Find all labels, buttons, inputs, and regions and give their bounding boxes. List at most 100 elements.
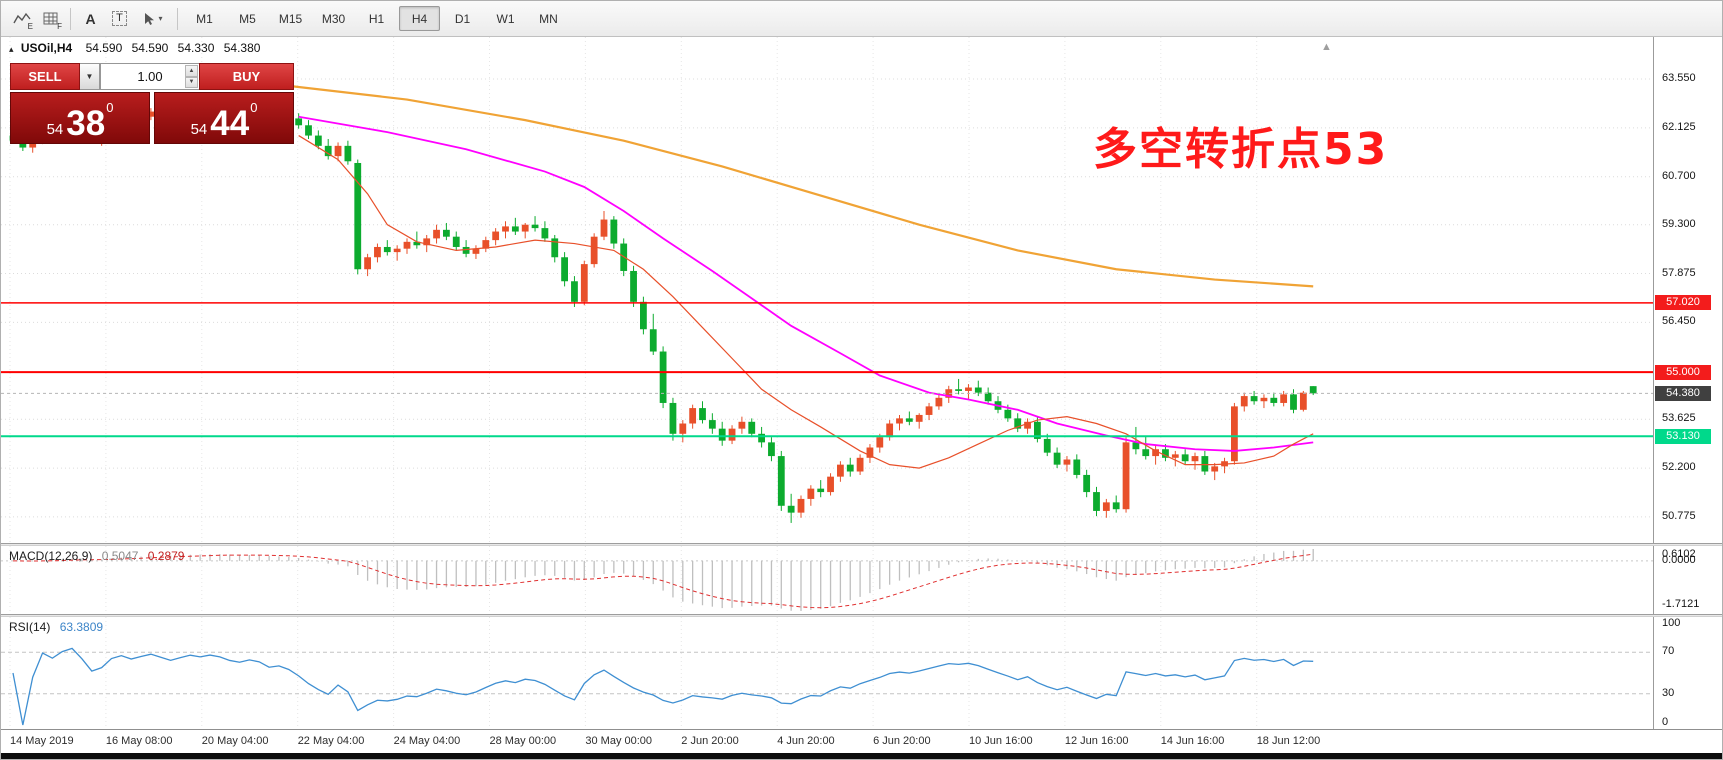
volume-stepper: ▲ ▼	[185, 65, 198, 88]
panel-divider[interactable]	[1, 614, 1722, 617]
time-axis-label: 14 Jun 16:00	[1160, 735, 1225, 747]
time-axis-label: 12 Jun 16:00	[1064, 735, 1129, 747]
ask-price-display[interactable]: 54 44 0	[154, 92, 294, 144]
timeframe-button-d1[interactable]: D1	[454, 11, 471, 26]
toolbar: E F A T ▾ M1 M5 M15 M30 H1 H4 D1 W1 MN	[1, 1, 1722, 37]
rsi-axis[interactable]: 100 70 30 0	[1653, 617, 1722, 729]
text-box-glyph: T	[112, 11, 127, 26]
text-label-glyph: A	[85, 10, 96, 27]
ma-mid-line[interactable]	[298, 115, 1314, 452]
price-tick-label: 56.450	[1662, 315, 1696, 328]
macd-histogram	[22, 549, 1314, 611]
macd-signal-value: 0.2879	[147, 549, 185, 563]
time-axis-label: 4 Jun 20:00	[777, 735, 835, 747]
time-axis-label: 24 May 04:00	[393, 735, 461, 747]
panel-divider[interactable]	[1, 543, 1722, 546]
bid-price-base: 54	[46, 121, 64, 138]
rsi-chart[interactable]	[1, 617, 1653, 729]
timeframe-button-h4[interactable]: H4	[399, 6, 440, 31]
rsi-panel: RSI(14) 63.3809 100 70 30 0	[1, 617, 1722, 729]
price-badge: 54.380	[1655, 385, 1711, 401]
price-axis[interactable]: 63.550 62.125 60.700 59.300 57.875 56.450 53.6…	[1653, 37, 1722, 543]
price-tick-label: 57.875	[1662, 266, 1696, 279]
symbol-timeframe-label: USOil,H4	[20, 41, 73, 55]
line-chart-tool-icon[interactable]: E	[7, 5, 36, 33]
bid-price-point: 0	[106, 100, 114, 115]
time-axis-label: 18 Jun 12:00	[1256, 735, 1321, 747]
open-value: 54.590	[85, 41, 123, 55]
rsi-value: 63.3809	[59, 620, 104, 634]
collapse-chart-icon[interactable]: ▴	[9, 44, 14, 54]
volume-input[interactable]: 1.00 ▲ ▼	[100, 63, 199, 90]
bid-price-display[interactable]: 54 38 0	[10, 92, 150, 144]
bottom-bar	[1, 753, 1722, 759]
macd-panel: MACD(12,26,9) 0.5047 0.2879 0.6102 0.0000…	[1, 546, 1722, 614]
time-axis-label: 10 Jun 16:00	[969, 735, 1033, 747]
macd-tick-label: 0.6102	[1662, 548, 1696, 560]
close-value: 54.380	[223, 41, 261, 55]
bid-price-pips: 38	[66, 104, 106, 143]
high-value: 54.590	[131, 41, 169, 55]
chart-annotation-text: 多空转折点53	[1093, 124, 1389, 175]
price-tick-label: 50.775	[1662, 509, 1696, 522]
ma-fast-line[interactable]	[298, 135, 1314, 469]
text-label-tool-icon[interactable]: A	[76, 5, 105, 33]
cursor-glyph	[145, 12, 155, 25]
main-chart-panel: ▴ USOil,H4 54.590 54.590 54.330 54.380 S…	[1, 37, 1722, 543]
rsi-tick-label: 70	[1662, 645, 1675, 658]
macd-chart[interactable]	[1, 546, 1653, 614]
time-axis-label: 16 May 08:00	[105, 735, 173, 747]
cursor-tool-icon[interactable]: ▾	[134, 5, 172, 33]
ask-price-pips: 44	[210, 104, 250, 143]
macd-tick-label: -1.7121	[1662, 598, 1700, 610]
timeframe-button-m5[interactable]: M5	[239, 11, 256, 26]
price-badge: 57.020	[1655, 295, 1711, 311]
timeframe-button-h1[interactable]: H1	[368, 11, 385, 26]
text-box-tool-icon[interactable]: T	[105, 5, 134, 33]
rsi-label: RSI(14)	[9, 620, 51, 634]
time-axis[interactable]: 14 May 2019 16 May 08:00 20 May 04:00 22 Ma…	[1, 729, 1722, 753]
price-tick-label: 60.700	[1662, 169, 1696, 182]
timeframe-button-w1[interactable]: W1	[496, 11, 515, 26]
macd-main-value: 0.5047	[101, 549, 139, 563]
ma-slow-line[interactable]	[288, 84, 1314, 288]
buy-button[interactable]: BUY	[199, 63, 294, 90]
price-tick-label: 53.625	[1662, 412, 1696, 425]
macd-signal-line	[12, 553, 1314, 609]
chart-header: ▴ USOil,H4 54.590 54.590 54.330 54.380	[9, 41, 266, 55]
timeframe-button-m30[interactable]: M30	[321, 11, 346, 26]
time-axis-label: 20 May 04:00	[201, 735, 269, 747]
time-axis-label: 14 May 2019	[10, 735, 74, 747]
timeframe-button-m1[interactable]: M1	[196, 11, 213, 26]
grid-tool-icon[interactable]: F	[36, 5, 65, 33]
price-badge: 55.000	[1655, 364, 1711, 380]
time-axis-label: 2 Jun 20:00	[681, 735, 739, 747]
rsi-tick-label: 30	[1662, 686, 1675, 699]
time-axis-label: 28 May 00:00	[489, 735, 557, 747]
macd-header: MACD(12,26,9) 0.5047 0.2879	[9, 549, 184, 563]
chart-shift-marker-icon[interactable]: ▲	[1321, 41, 1332, 53]
volume-up-button[interactable]: ▲	[185, 65, 198, 77]
price-tick-label: 52.200	[1662, 461, 1696, 474]
macd-label: MACD(12,26,9)	[9, 549, 93, 563]
price-tick-label: 63.550	[1662, 72, 1696, 84]
macd-tick-label: 0.0000	[1662, 553, 1696, 566]
volume-down-button[interactable]: ▼	[185, 76, 198, 88]
toolbar-separator	[70, 7, 71, 30]
ask-price-base: 54	[190, 121, 208, 138]
grid-glyph	[43, 12, 57, 24]
chevron-down-icon: ▼	[85, 72, 94, 81]
time-axis-label: 22 May 04:00	[297, 735, 365, 747]
sell-button[interactable]: SELL	[10, 63, 80, 90]
timeframe-button-mn[interactable]: MN	[539, 11, 558, 26]
one-click-trade-panel: SELL ▼ 1.00 ▲ ▼ BUY 54 38 0 5	[10, 63, 294, 144]
volume-value: 1.00	[137, 69, 163, 84]
price-tick-label: 62.125	[1662, 120, 1696, 133]
order-type-dropdown[interactable]: ▼	[80, 63, 100, 90]
timeframe-button-m15[interactable]: M15	[278, 11, 303, 26]
icon-sub-label: F	[57, 21, 62, 31]
price-badge: 53.130	[1655, 428, 1711, 444]
toolbar-separator	[177, 7, 178, 30]
macd-axis[interactable]: 0.6102 0.0000 -1.7121	[1653, 546, 1722, 614]
